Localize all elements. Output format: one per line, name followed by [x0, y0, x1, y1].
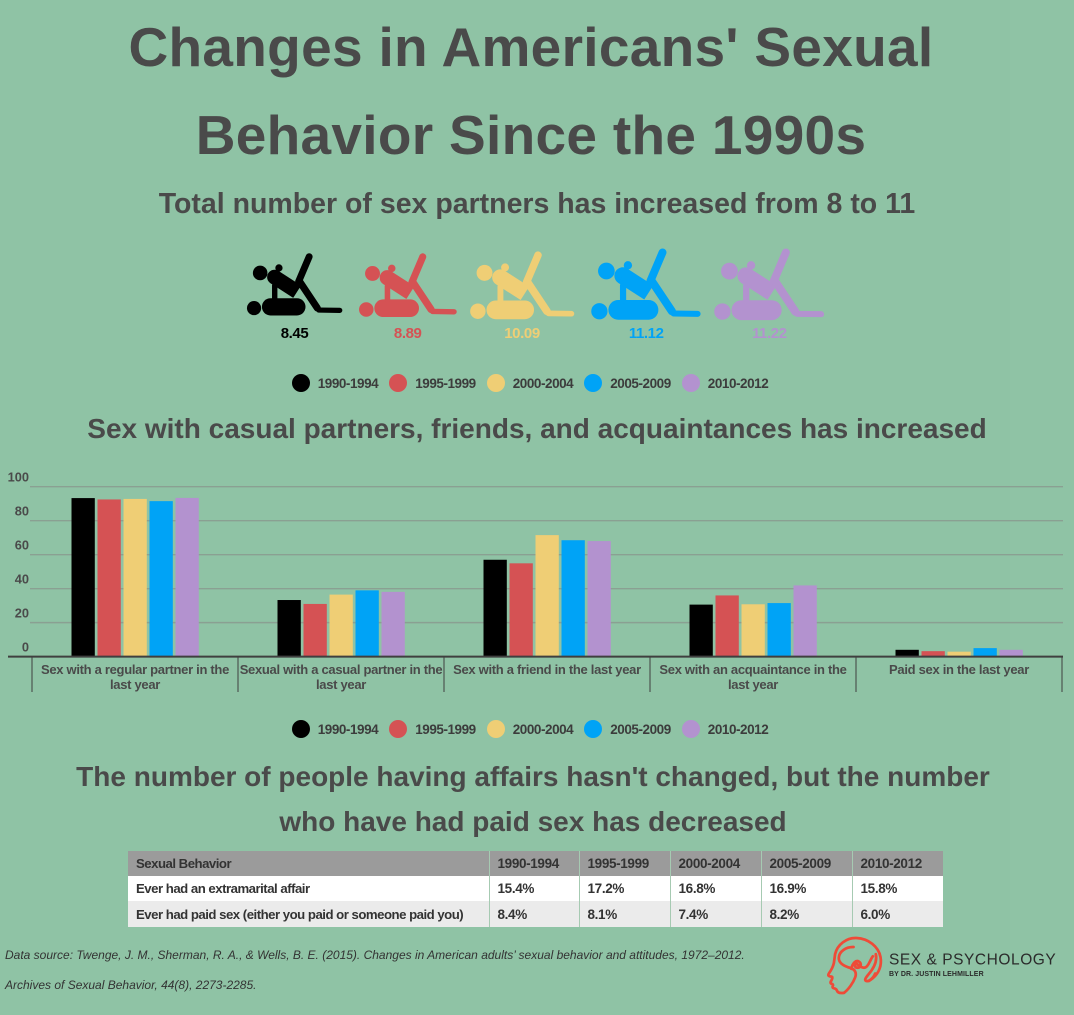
- svg-text:80: 80: [15, 504, 29, 519]
- svg-text:BY DR. JUSTIN LEHMILLER: BY DR. JUSTIN LEHMILLER: [889, 971, 984, 978]
- svg-text:20: 20: [15, 606, 29, 621]
- svg-text:40: 40: [15, 572, 29, 587]
- svg-text:100: 100: [8, 470, 29, 485]
- svg-text:0: 0: [22, 640, 29, 655]
- svg-text:Paid sex in the last year: Paid sex in the last year: [889, 662, 1029, 677]
- svg-text:last year: last year: [110, 677, 160, 692]
- svg-text:Sex with a friend in the last: Sex with a friend in the last year: [453, 662, 641, 677]
- svg-text:last year: last year: [728, 677, 778, 692]
- svg-text:last year: last year: [316, 677, 366, 692]
- svg-text:SEX & PSYCHOLOGY: SEX & PSYCHOLOGY: [889, 952, 1056, 969]
- svg-text:60: 60: [15, 538, 29, 553]
- svg-text:Sexual with a casual partner i: Sexual with a casual partner in the: [240, 662, 443, 677]
- svg-text:Sex with an acquaintance in th: Sex with an acquaintance in the: [659, 662, 846, 677]
- svg-text:Sex with a regular partner in: Sex with a regular partner in the: [41, 662, 229, 677]
